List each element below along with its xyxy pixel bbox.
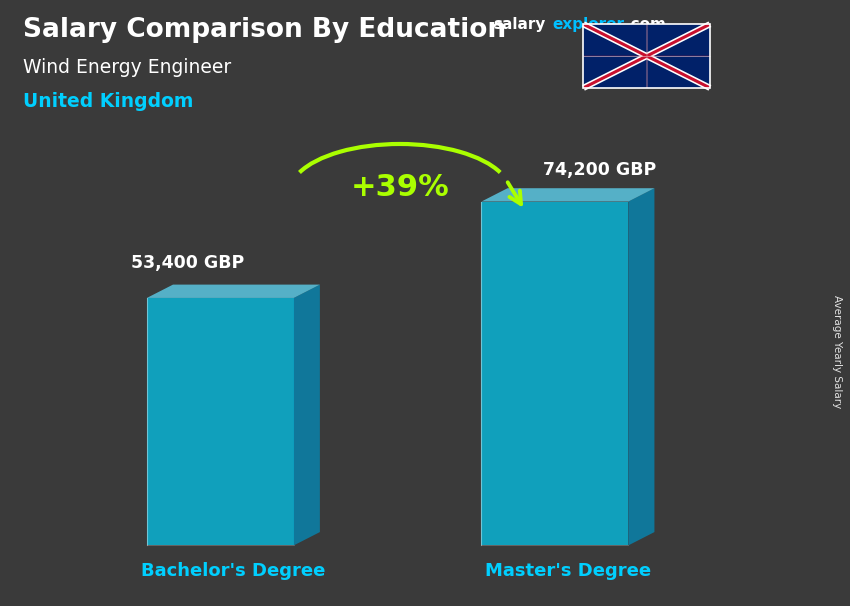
Polygon shape (147, 298, 294, 545)
Text: 53,400 GBP: 53,400 GBP (131, 255, 244, 273)
Polygon shape (481, 202, 628, 545)
Text: United Kingdom: United Kingdom (23, 92, 193, 111)
Text: 74,200 GBP: 74,200 GBP (543, 161, 656, 179)
Polygon shape (583, 24, 710, 88)
Polygon shape (481, 188, 654, 202)
Text: salary: salary (494, 17, 546, 32)
Polygon shape (147, 285, 320, 298)
Text: Master's Degree: Master's Degree (484, 562, 651, 581)
Text: Average Yearly Salary: Average Yearly Salary (832, 295, 842, 408)
Text: .com: .com (626, 17, 666, 32)
Text: Bachelor's Degree: Bachelor's Degree (141, 562, 326, 581)
Text: Wind Energy Engineer: Wind Energy Engineer (23, 58, 231, 76)
Text: Salary Comparison By Education: Salary Comparison By Education (23, 17, 506, 43)
Text: +39%: +39% (350, 173, 449, 202)
Polygon shape (294, 285, 320, 545)
Text: explorer: explorer (552, 17, 625, 32)
Polygon shape (628, 188, 654, 545)
